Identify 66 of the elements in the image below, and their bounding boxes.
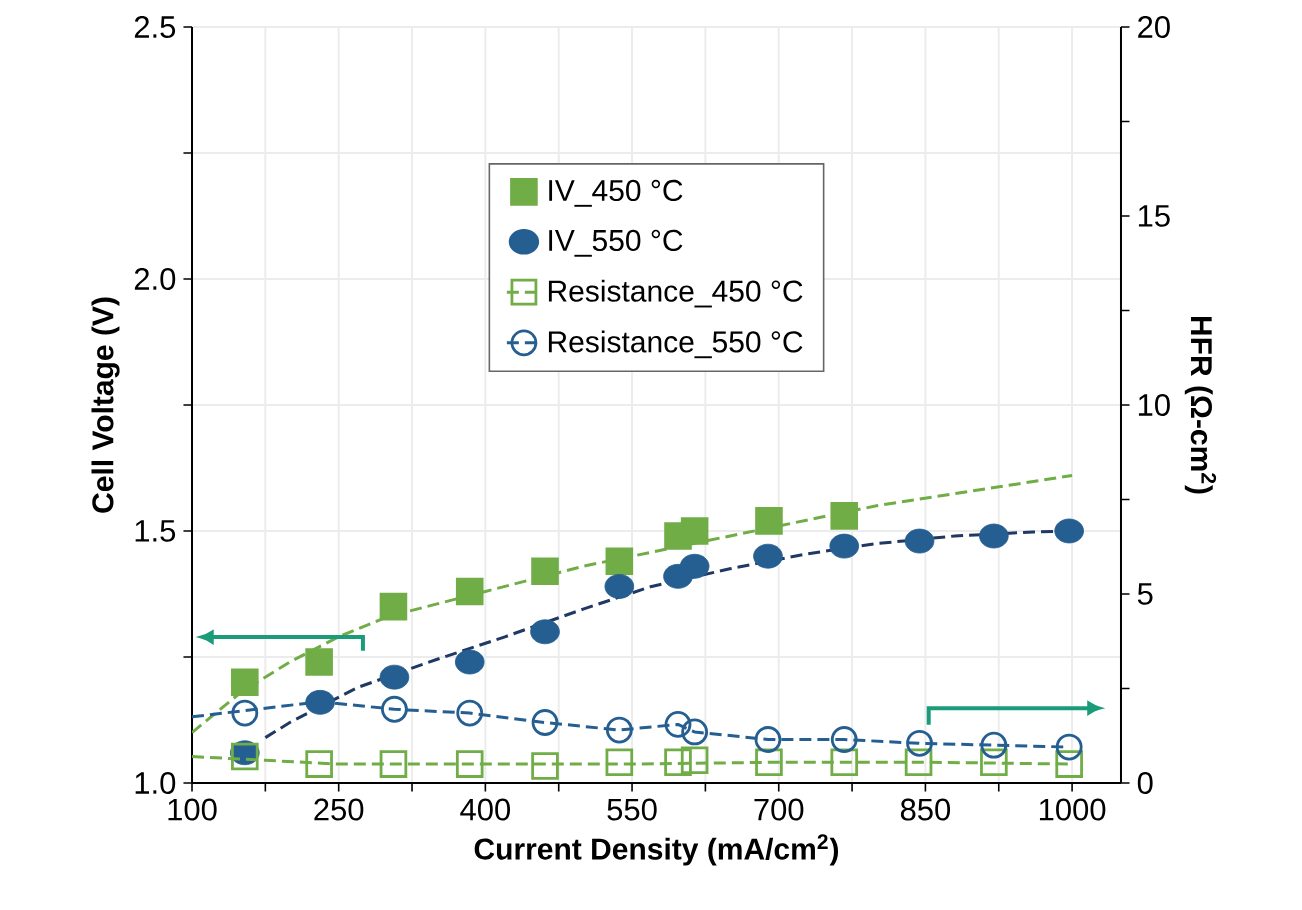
y2-tick-label: 10 (1138, 394, 1170, 416)
point (754, 726, 782, 753)
point (755, 507, 783, 535)
point (455, 750, 484, 778)
point (231, 668, 259, 696)
point (753, 543, 783, 569)
y2-axis-title: HFR (Ω-cm$^{2}$) (1184, 316, 1217, 494)
point (604, 574, 635, 599)
point (830, 726, 858, 753)
x-tick-label: 400 (460, 798, 511, 821)
point (904, 748, 933, 776)
y-tick-label: 1.0 (135, 772, 176, 794)
x-tick-label: 1000 (1039, 798, 1106, 821)
point (454, 649, 485, 675)
y2-tick-label: 0 (1137, 772, 1153, 794)
point (980, 748, 1008, 776)
y-axis-title: Cell Voltage (V) (91, 297, 120, 513)
x-tick-label: 700 (754, 798, 804, 821)
x-axis-title: Current Density (mA/cm$^{2}$) (474, 834, 839, 866)
point (530, 619, 560, 645)
legend-label: Resistance_550 °C (548, 330, 803, 359)
point (681, 718, 709, 746)
legend-label: Resistance_450 °C (548, 279, 803, 308)
point (379, 750, 408, 778)
point (829, 533, 860, 559)
point (906, 729, 933, 757)
point (664, 748, 692, 776)
point (455, 577, 484, 606)
point (305, 750, 333, 778)
point (379, 592, 408, 621)
y-tick-label: 2.5 (134, 16, 176, 38)
point (979, 523, 1009, 549)
point (531, 752, 559, 780)
point (605, 748, 634, 776)
point (231, 699, 259, 727)
y2-tick-label: 15 (1138, 205, 1170, 227)
x-tick-label: 550 (607, 798, 657, 821)
point (231, 742, 259, 771)
point (1055, 750, 1083, 778)
point (1055, 733, 1083, 761)
point (980, 731, 1008, 759)
point (664, 711, 692, 738)
x-tick-label: 850 (900, 798, 951, 821)
point (379, 664, 410, 690)
point (605, 547, 634, 576)
legend-label: IV_550 °C (549, 229, 683, 257)
point (1054, 518, 1084, 544)
point (531, 557, 559, 586)
point (680, 517, 709, 545)
y2-tick-label: 20 (1138, 16, 1170, 38)
point (679, 553, 710, 579)
point (605, 716, 633, 744)
point (531, 709, 559, 736)
y2-tick-label: 5 (1137, 583, 1153, 605)
y-tick-label: 2.0 (134, 268, 176, 290)
point (305, 689, 335, 715)
point (680, 746, 709, 775)
point (904, 528, 935, 554)
point (305, 648, 333, 676)
legend-label: IV_450 °C (549, 179, 683, 207)
x-tick-label: 100 (168, 798, 217, 821)
y-tick-label: 1.5 (135, 520, 176, 542)
x-tick-label: 250 (314, 798, 364, 821)
point (381, 695, 408, 723)
point (830, 502, 859, 530)
point (456, 699, 484, 727)
